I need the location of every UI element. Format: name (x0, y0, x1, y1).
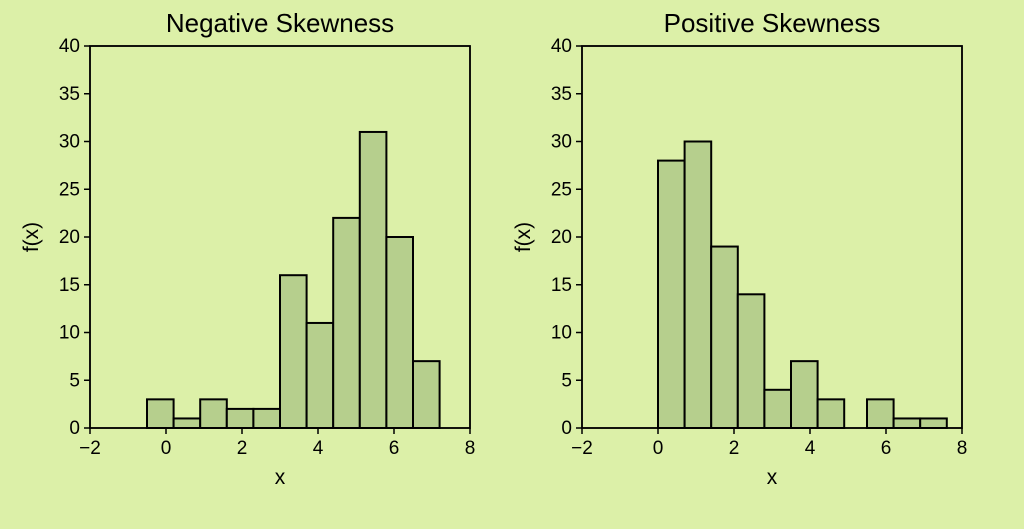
figure-svg: −2024680510152025303540Negative Skewness… (0, 0, 1024, 529)
xtick-label: −2 (571, 438, 593, 459)
histogram-bar (307, 323, 334, 428)
ytick-label: 20 (551, 227, 572, 248)
histogram-bar (333, 218, 360, 428)
ytick-label: 20 (59, 227, 80, 248)
histogram-bar (280, 275, 307, 428)
xtick-label: 8 (465, 438, 476, 459)
xtick-label: 4 (805, 438, 816, 459)
xtick-label: 0 (653, 438, 664, 459)
histogram-bar (894, 418, 921, 428)
ytick-label: 25 (551, 179, 572, 200)
y-axis-label: f(x) (20, 222, 43, 252)
histogram-bar (738, 294, 765, 428)
xtick-label: 8 (957, 438, 968, 459)
plot-box (582, 46, 962, 428)
histogram-bar (867, 399, 894, 428)
x-axis-label: x (275, 466, 286, 489)
ytick-label: 40 (551, 36, 572, 57)
xtick-label: 2 (729, 438, 740, 459)
ytick-label: 35 (59, 84, 80, 105)
figure-container: −2024680510152025303540Negative Skewness… (0, 0, 1024, 529)
histogram-bar (920, 418, 947, 428)
histogram-bar (791, 361, 818, 428)
ytick-label: 40 (59, 36, 80, 57)
xtick-label: 6 (389, 438, 400, 459)
histogram-bar (200, 399, 227, 428)
ytick-label: 0 (69, 418, 80, 439)
ytick-label: 15 (551, 275, 572, 296)
y-axis-label: f(x) (512, 222, 535, 252)
histogram-bar (253, 409, 280, 428)
histogram-bar (818, 399, 845, 428)
histogram-bar (147, 399, 174, 428)
ytick-label: 30 (59, 132, 80, 153)
xtick-label: 0 (161, 438, 172, 459)
ytick-label: 10 (59, 323, 80, 344)
ytick-label: 0 (561, 418, 572, 439)
histogram-bar (174, 418, 201, 428)
xtick-label: 2 (237, 438, 248, 459)
ytick-label: 5 (561, 370, 572, 391)
ytick-label: 5 (69, 370, 80, 391)
ytick-label: 35 (551, 84, 572, 105)
histogram-bar (711, 247, 738, 428)
chart-title: Positive Skewness (664, 8, 881, 38)
histogram-bar (764, 390, 791, 428)
histogram-bar (658, 161, 685, 428)
xtick-label: 6 (881, 438, 892, 459)
histogram-bar (685, 142, 712, 429)
histogram-bar (227, 409, 254, 428)
ytick-label: 30 (551, 132, 572, 153)
xtick-label: −2 (79, 438, 101, 459)
histogram-bar (360, 132, 387, 428)
xtick-label: 4 (313, 438, 324, 459)
x-axis-label: x (767, 466, 778, 489)
histogram-bar (386, 237, 413, 428)
histogram-bar (413, 361, 440, 428)
ytick-label: 10 (551, 323, 572, 344)
ytick-label: 15 (59, 275, 80, 296)
chart-title: Negative Skewness (166, 8, 394, 38)
ytick-label: 25 (59, 179, 80, 200)
